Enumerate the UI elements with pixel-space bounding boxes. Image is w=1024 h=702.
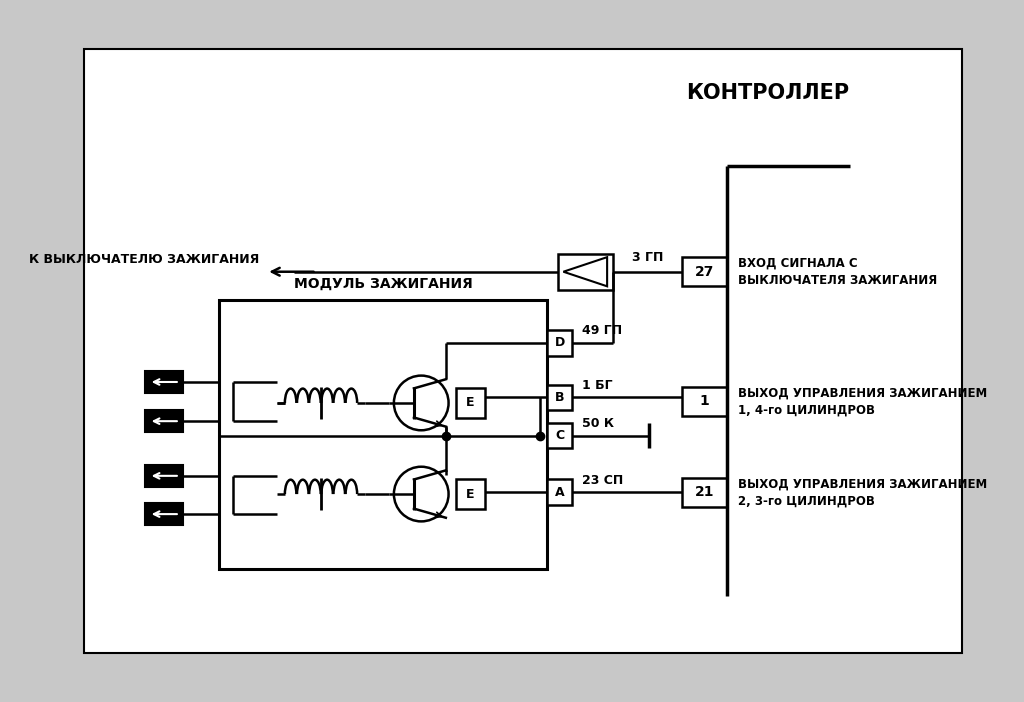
Bar [145, 371, 183, 393]
Text: A: A [555, 486, 564, 498]
Bar [456, 388, 485, 418]
Text: 27: 27 [695, 265, 715, 279]
Text: C: C [555, 429, 564, 442]
Text: 21: 21 [695, 485, 715, 499]
Bar [547, 385, 572, 410]
Text: B: B [555, 391, 564, 404]
Text: E: E [466, 397, 475, 409]
Bar [547, 423, 572, 449]
Text: 50 К: 50 К [582, 417, 613, 430]
Text: ВХОД СИГНАЛА С
ВЫКЛЮЧАТЕЛЯ ЗАЖИГАНИЯ: ВХОД СИГНАЛА С ВЫКЛЮЧАТЕЛЯ ЗАЖИГАНИЯ [738, 257, 938, 286]
Text: E: E [466, 488, 475, 501]
Text: D: D [555, 336, 565, 350]
Bar [547, 330, 572, 355]
Bar [682, 477, 727, 507]
Text: МОДУЛЬ ЗАЖИГАНИЯ: МОДУЛЬ ЗАЖИГАНИЯ [294, 277, 472, 291]
Text: 1 БГ: 1 БГ [582, 379, 612, 392]
Bar [145, 465, 183, 486]
Text: 23 СП: 23 СП [582, 474, 623, 486]
Bar [456, 479, 485, 509]
Text: КОНТРОЛЛЕР: КОНТРОЛЛЕР [686, 83, 849, 103]
Text: 3 ГП: 3 ГП [632, 251, 663, 265]
Text: К ВЫКЛЮЧАТЕЛЮ ЗАЖИГАНИЯ: К ВЫКЛЮЧАТЕЛЮ ЗАЖИГАНИЯ [29, 253, 259, 266]
Text: 1: 1 [699, 394, 710, 408]
Bar [558, 253, 612, 290]
Bar [145, 503, 183, 525]
Bar [145, 410, 183, 432]
Bar [682, 257, 727, 286]
Bar [219, 300, 547, 569]
Text: 49 ГП: 49 ГП [582, 324, 622, 338]
Text: ВЫХОД УПРАВЛЕНИЯ ЗАЖИГАНИЕМ
2, 3-го ЦИЛИНДРОВ: ВЫХОД УПРАВЛЕНИЯ ЗАЖИГАНИЕМ 2, 3-го ЦИЛИ… [738, 477, 987, 508]
Text: ВЫХОД УПРАВЛЕНИЯ ЗАЖИГАНИЕМ
1, 4-го ЦИЛИНДРОВ: ВЫХОД УПРАВЛЕНИЯ ЗАЖИГАНИЕМ 1, 4-го ЦИЛИ… [738, 386, 987, 416]
Bar [547, 479, 572, 505]
Bar [682, 387, 727, 416]
